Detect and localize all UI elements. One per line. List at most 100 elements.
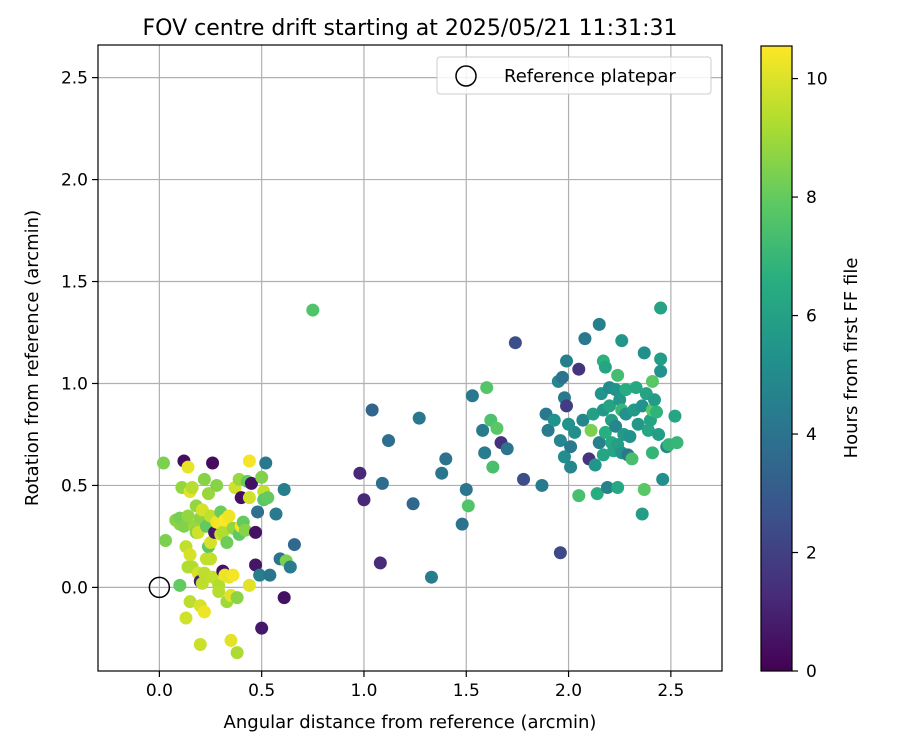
data-point [652,427,666,441]
data-point [263,568,277,582]
colorbar-tick-label: 4 [806,425,817,445]
data-point [181,460,195,474]
data-point [197,472,211,486]
data-point [204,536,218,550]
data-point [584,423,598,437]
data-point [185,480,199,494]
data-point [269,507,283,521]
chart-title: FOV centre drift starting at 2025/05/21 … [143,16,678,41]
y-tick-label: 0.0 [61,578,88,598]
data-point [459,483,473,497]
data-point [406,497,420,511]
data-point [259,456,273,470]
data-point [244,476,258,490]
y-tick-label: 0.5 [61,476,88,496]
data-point [631,417,645,431]
x-tick-label: 2.0 [555,681,582,701]
data-point [668,409,682,423]
x-tick-label: 2.5 [657,681,684,701]
colorbar: 0 2 4 6 8 10 Hours from first FF file [760,45,862,682]
colorbar-tick-label: 6 [806,307,817,327]
data-point [183,548,197,562]
data-point [637,346,651,360]
data-point [600,480,614,494]
data-point [547,413,561,427]
data-point [439,452,453,466]
data-point [654,301,668,315]
colorbar-tick-label: 2 [806,544,817,564]
y-axis-ticks: 0.0 0.5 1.0 1.5 2.0 2.5 [61,69,98,598]
data-point [435,466,449,480]
data-point [255,621,269,635]
data-point [645,374,659,388]
data-point [226,568,240,582]
data-point [230,591,244,605]
data-point [557,450,571,464]
data-point [375,476,389,490]
data-point [412,411,426,425]
data-point [476,423,490,437]
data-point [224,633,238,647]
y-tick-label: 1.5 [61,273,88,293]
data-point [564,460,578,474]
x-axis-label: Angular distance from reference (arcmin) [224,712,597,733]
data-point [238,523,252,537]
data-point [541,423,555,437]
data-point [210,478,224,492]
data-point [654,364,668,378]
data-point [629,381,643,395]
data-point [596,448,610,462]
data-point [517,472,531,486]
data-point [204,552,218,566]
data-point [656,472,670,486]
data-point [609,383,623,397]
data-point [455,517,469,531]
data-point [478,446,492,460]
data-point [365,403,379,417]
data-point [647,393,661,407]
x-tick-label: 0.5 [248,681,275,701]
data-point [598,425,612,439]
data-point [357,493,371,507]
data-point [611,368,625,382]
data-point [490,421,504,435]
colorbar-gradient [760,45,793,672]
data-point [654,352,668,366]
data-point [183,595,197,609]
data-points [156,301,684,660]
data-point [650,405,664,419]
colorbar-tick-label: 10 [806,70,828,90]
data-point [173,578,187,592]
x-tick-label: 0.0 [146,681,173,701]
data-point [222,509,236,523]
data-point [578,332,592,346]
data-point [611,480,625,494]
data-point [615,334,629,348]
data-point [249,558,263,572]
y-tick-label: 2.5 [61,69,88,89]
colorbar-tick-label: 8 [806,188,817,208]
data-point [201,487,215,501]
data-point [181,509,195,523]
data-point [598,360,612,374]
legend-label: Reference platepar [504,66,676,87]
data-point [179,611,193,625]
data-point [465,389,479,403]
data-point [576,413,590,427]
data-point [586,407,600,421]
x-tick-label: 1.5 [453,681,480,701]
x-tick-label: 1.0 [350,681,377,701]
y-tick-label: 2.0 [61,171,88,191]
data-point [500,442,514,456]
data-point [242,491,256,505]
data-point [560,399,574,413]
data-point [553,434,567,448]
data-point [592,436,606,450]
legend: Reference platepar [436,56,712,95]
x-axis-ticks: 0.0 0.5 1.0 1.5 2.0 2.5 [146,671,684,701]
data-point [230,646,244,660]
data-point [373,556,387,570]
plot-area: 0.0 0.5 1.0 1.5 2.0 2.5 0.0 0.5 1.0 1.5 2.0 2.5 [61,44,723,701]
data-point [553,546,567,560]
data-point [212,584,226,598]
